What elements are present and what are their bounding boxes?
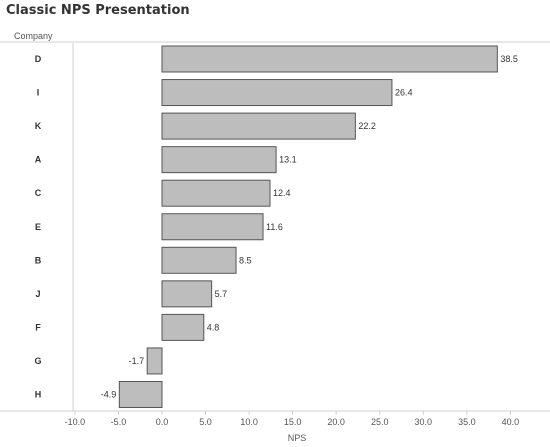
data-label: 5.7 (215, 289, 228, 299)
chart-title: Classic NPS Presentation (6, 3, 190, 18)
x-tick-label: 25.0 (371, 417, 389, 427)
row-header: Company (14, 31, 53, 41)
x-tick-label: 30.0 (415, 417, 433, 427)
category-label: D (35, 54, 42, 64)
data-label: 12.4 (273, 188, 291, 198)
bar (161, 280, 213, 308)
x-tick-label: 0.0 (156, 417, 169, 427)
x-tick-label: -5.0 (111, 417, 127, 427)
bar-group: D 38.5 I 26.4 K 22.2 A 13.1 C 12.4 E 11.6 B 8.5 J 5.7 F 4… (34, 45, 518, 408)
data-label: 22.2 (358, 121, 376, 131)
x-axis: -10.0 -5.0 0.0 5.0 10.0 15.0 20.0 25.0 30.0 35.0 4… (0, 43, 550, 427)
bar (161, 45, 498, 73)
bar (161, 112, 356, 140)
bar (161, 313, 205, 341)
x-tick-label: -10.0 (65, 417, 86, 427)
x-tick-label: 40.0 (502, 417, 520, 427)
data-label: 4.8 (207, 322, 220, 332)
bar (161, 79, 393, 107)
category-label: H (35, 390, 42, 400)
x-axis-label: NPS (288, 433, 307, 443)
bar (118, 381, 163, 408)
category-label: J (35, 289, 40, 299)
x-tick-label: 10.0 (240, 417, 258, 427)
x-tick-label: 15.0 (284, 417, 302, 427)
bar (161, 213, 264, 241)
x-tick-label: 5.0 (199, 417, 212, 427)
category-label: G (34, 356, 41, 366)
category-label: C (35, 188, 42, 198)
category-label: K (35, 121, 42, 131)
data-label: 26.4 (395, 88, 413, 98)
data-label: -4.9 (101, 390, 117, 400)
category-label: B (35, 255, 42, 265)
category-label: E (35, 222, 41, 232)
bar (161, 179, 271, 207)
data-label: -1.7 (129, 356, 145, 366)
x-tick-label: 20.0 (327, 417, 345, 427)
bar (161, 246, 237, 274)
bar (146, 347, 163, 375)
data-label: 11.6 (266, 222, 283, 232)
category-label: F (35, 322, 41, 332)
category-label: A (35, 155, 42, 165)
bar (161, 146, 277, 174)
data-label: 13.1 (279, 155, 297, 165)
data-label: 8.5 (239, 255, 252, 265)
data-label: 38.5 (500, 54, 518, 64)
x-tick-label: 35.0 (458, 417, 476, 427)
category-label: I (37, 88, 40, 98)
